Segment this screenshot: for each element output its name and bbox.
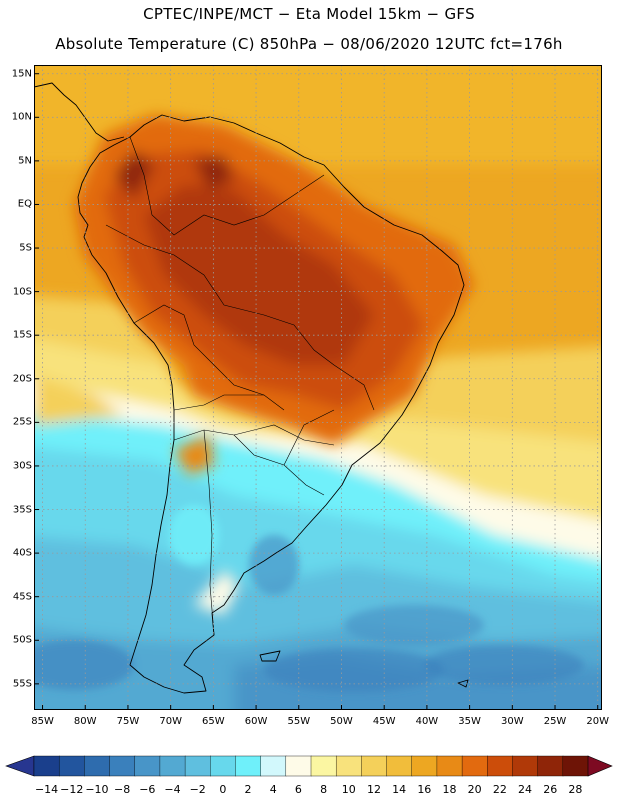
colorbar-swatch — [210, 755, 237, 777]
lat-tick-label: 20S — [12, 373, 32, 385]
colorbar-label: 24 — [518, 783, 533, 796]
colorbar-label: 12 — [366, 783, 381, 796]
colorbar-label: −2 — [189, 783, 206, 796]
lat-tick-label: 10S — [12, 286, 32, 298]
lat-tick-label: 55S — [12, 678, 32, 690]
lon-tick-label: 25W — [543, 716, 567, 727]
temperature-map — [34, 65, 602, 710]
map-canvas — [34, 65, 602, 710]
map-frame — [34, 65, 602, 710]
lon-tick-label: 60W — [244, 716, 268, 727]
colorbar-swatch — [235, 755, 262, 777]
lat-tick-label: 15S — [12, 329, 32, 341]
colorbar-swatch — [285, 755, 312, 777]
map-ticks — [34, 73, 599, 710]
lat-tick-label: EQ — [17, 198, 32, 210]
colorbar-low-arrow — [5, 755, 35, 777]
colorbar-label: −10 — [85, 783, 109, 796]
colorbar-swatch — [159, 755, 186, 777]
colorbar-swatch — [134, 755, 161, 777]
colorbar-swatch — [361, 755, 388, 777]
lat-tick-label: 5S — [19, 242, 32, 254]
cool-patches — [34, 505, 584, 692]
colorbar-label: 18 — [442, 783, 457, 796]
colorbar-label: 6 — [294, 783, 302, 796]
colorbar-swatch — [260, 755, 287, 777]
lat-tick-label: 50S — [12, 634, 32, 646]
colorbar-label: 16 — [417, 783, 432, 796]
colorbar-swatch — [562, 755, 589, 777]
continent-heat — [74, 115, 474, 615]
chart-title-line-2: Absolute Temperature (C) 850hPa − 08/06/… — [55, 35, 563, 53]
temperature-bands — [34, 65, 602, 710]
lat-tick-label: 40S — [12, 547, 32, 559]
chart-title-line-1: CPTEC/INPE/MCT − Eta Model 15km − GFS — [143, 5, 475, 23]
colorbar-swatch — [537, 755, 564, 777]
lat-tick-label: 5N — [18, 155, 32, 167]
colorbar-label: 8 — [320, 783, 328, 796]
colorbar-swatch — [512, 755, 539, 777]
lon-tick-label: 70W — [159, 716, 182, 727]
colorbar-label: −4 — [164, 783, 181, 796]
colorbar-label: 10 — [341, 783, 356, 796]
lon-tick-label: 30W — [501, 716, 524, 727]
colorbar-swatch — [461, 755, 488, 777]
lon-tick-label: 85W — [31, 716, 54, 727]
lon-tick-label: 55W — [287, 716, 311, 727]
colorbar-swatch — [310, 755, 337, 777]
colorbar-swatch — [84, 755, 111, 777]
colorbar-high-arrow — [587, 755, 613, 777]
colorbar-label: 26 — [543, 783, 558, 796]
colorbar-swatch — [335, 755, 362, 777]
lat-tick-label: 15N — [11, 68, 32, 80]
lon-tick-label: 75W — [116, 716, 140, 727]
lat-tick-label: 25S — [12, 416, 32, 428]
graticule — [34, 65, 602, 710]
colorbar-label: 0 — [219, 783, 227, 796]
lon-tick-label: 65W — [202, 716, 225, 727]
colorbar-label: −8 — [114, 783, 131, 796]
lon-tick-label: 45W — [372, 716, 396, 727]
colorbar-label: 4 — [269, 783, 277, 796]
colorbar-swatch — [386, 755, 413, 777]
colorbar-swatch — [184, 755, 211, 777]
lon-tick-label: 20W — [586, 716, 610, 727]
colorbar-label: 28 — [568, 783, 583, 796]
colorbar-label: −6 — [139, 783, 156, 796]
lat-tick-label: 45S — [12, 591, 32, 603]
colorbar — [5, 755, 613, 777]
colorbar-label: 14 — [392, 783, 407, 796]
lon-tick-label: 35W — [458, 716, 481, 727]
colorbar-label: 2 — [244, 783, 252, 796]
colorbar-label: −12 — [60, 783, 84, 796]
country-borders — [105, 136, 375, 636]
colorbar-label: 20 — [467, 783, 482, 796]
colorbar-swatch — [33, 755, 60, 777]
lon-tick-label: 80W — [73, 716, 97, 727]
colorbar-swatch — [487, 755, 514, 777]
colorbar-swatch — [411, 755, 438, 777]
colorbar-swatch — [109, 755, 136, 777]
lon-tick-label: 50W — [330, 716, 353, 727]
lat-tick-label: 30S — [12, 460, 32, 472]
colorbar-label: −14 — [34, 783, 59, 796]
colorbar-swatch — [436, 755, 463, 777]
lat-tick-label: 35S — [12, 504, 32, 516]
lat-tick-label: 10N — [11, 111, 32, 123]
colorbar-label: 22 — [492, 783, 507, 796]
colorbar-swatch — [58, 755, 85, 777]
lon-tick-label: 40W — [415, 716, 439, 727]
